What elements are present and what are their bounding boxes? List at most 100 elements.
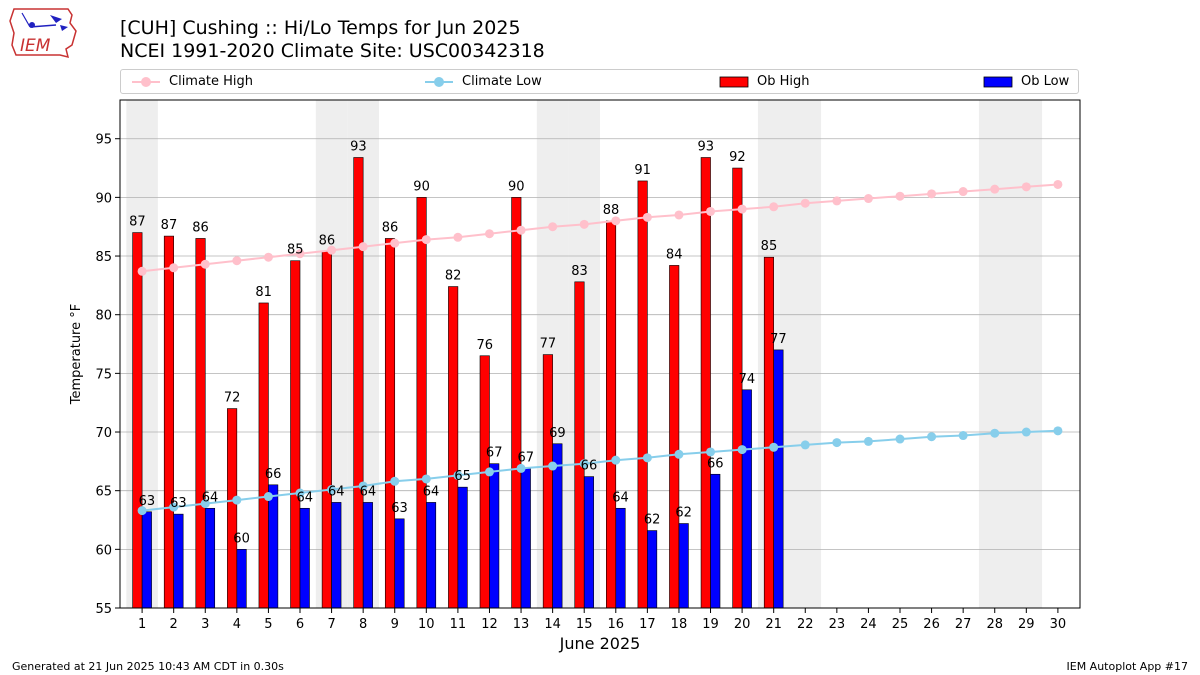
- legend-climate-high-label: Climate High: [169, 74, 254, 89]
- ob-low-bar: [204, 507, 216, 609]
- ob-low-value-label: 64: [612, 490, 629, 505]
- x-tick-label: 12: [481, 617, 498, 632]
- ob-high-bar: [637, 180, 648, 609]
- legend-climate-high: Climate High: [131, 74, 253, 89]
- climate-high-point: [769, 202, 779, 212]
- ob-high-bar: [732, 167, 743, 609]
- ob-high-value-label: 72: [224, 391, 241, 406]
- ob-low-value-label: 77: [770, 332, 787, 347]
- ob-low-bar: [741, 389, 752, 609]
- ob-high-bar: [511, 197, 522, 609]
- climate-high-point: [990, 184, 1000, 194]
- climate-high-point: [832, 196, 842, 206]
- climate-high-line: [141, 183, 1058, 273]
- ob-low-value-label: 66: [265, 467, 282, 482]
- ob-low-bar: [141, 511, 152, 609]
- ob-high-value-label: 85: [287, 243, 304, 258]
- climate-high-point: [1053, 179, 1063, 189]
- y-tick-label: 55: [95, 602, 112, 617]
- x-tick-label: 13: [513, 617, 530, 632]
- ob-low-value-label: 62: [644, 513, 661, 528]
- climate-high-point: [642, 212, 652, 222]
- ob-low-bar: [331, 502, 342, 609]
- ob-low-value-label: 67: [518, 450, 535, 465]
- climate-low-point: [516, 463, 526, 473]
- climate-low-point: [958, 431, 968, 441]
- ob-high-value-label: 82: [445, 269, 462, 284]
- climate-low-point: [295, 488, 305, 498]
- x-tick-label: 21: [765, 617, 782, 632]
- ob-low-bar: [710, 473, 721, 609]
- ob-high-value-label: 86: [382, 220, 399, 235]
- climate-low-point: [327, 485, 337, 495]
- ob-high-bar: [763, 256, 774, 609]
- iem-logo: IEM: [8, 5, 80, 59]
- y-tick-label: 90: [95, 191, 112, 206]
- x-tick-label: 19: [702, 617, 719, 632]
- legend-ob-low-label: Ob Low: [1021, 74, 1070, 89]
- x-tick-label: 16: [608, 617, 625, 632]
- x-tick-label: 7: [327, 617, 335, 632]
- climate-high-point: [548, 222, 558, 232]
- ob-low-bar: [173, 513, 184, 609]
- ob-high-value-label: 84: [666, 247, 683, 262]
- chart-subtitle: NCEI 1991-2020 Climate Site: USC00342318: [120, 40, 545, 62]
- legend-climate-low: Climate Low: [424, 74, 542, 89]
- ob-high-bar: [132, 232, 143, 609]
- x-tick-label: 4: [233, 617, 241, 632]
- climate-low-point: [863, 436, 873, 446]
- climate-high-point: [516, 225, 526, 235]
- ob-low-value-label: 67: [486, 446, 503, 461]
- legend-climate-low-label: Climate Low: [462, 74, 542, 89]
- ob-low-value-label: 62: [675, 506, 692, 521]
- legend-ob-high-label: Ob High: [757, 74, 810, 89]
- climate-high-point: [232, 256, 242, 266]
- climate-high-point: [611, 216, 621, 226]
- ob-high-value-label: 88: [603, 203, 620, 218]
- climate-high-point: [263, 252, 273, 262]
- ob-low-value-label: 64: [423, 484, 440, 499]
- ob-high-bar: [448, 286, 459, 609]
- ob-high-value-label: 86: [319, 233, 336, 248]
- climate-high-point: [579, 219, 589, 229]
- y-tick-label: 95: [95, 133, 112, 148]
- climate-low-point: [800, 440, 810, 450]
- ob-high-bar: [479, 355, 490, 609]
- ob-low-value-label: 63: [170, 496, 187, 511]
- x-tick-label: 11: [450, 617, 467, 632]
- ob-high-bar: [227, 408, 238, 609]
- climate-low-point: [169, 502, 179, 512]
- climate-low-point: [263, 492, 273, 502]
- ob-low-bar: [299, 507, 310, 609]
- climate-high-point: [421, 235, 431, 245]
- ob-low-bar: [520, 468, 531, 609]
- climate-low-point: [421, 474, 431, 484]
- y-axis-label: Temperature °F: [69, 304, 84, 405]
- climate-low-point: [548, 461, 558, 471]
- climate-high-point: [895, 191, 905, 201]
- x-tick-label: 26: [923, 617, 940, 632]
- ob-high-value-label: 91: [634, 163, 651, 178]
- ob-high-value-label: 77: [540, 337, 557, 352]
- ob-high-bar: [606, 220, 617, 609]
- ob-low-value-label: 69: [549, 426, 566, 441]
- climate-low-line: [141, 429, 1058, 512]
- ob-low-bar: [489, 463, 500, 609]
- ob-high-value-label: 90: [413, 179, 430, 194]
- x-tick-label: 9: [391, 617, 399, 632]
- climate-high-point: [737, 204, 747, 214]
- x-tick-label: 22: [797, 617, 814, 632]
- climate-high-point: [390, 238, 400, 248]
- climate-high-point: [863, 194, 873, 204]
- x-tick-label: 15: [576, 617, 593, 632]
- ob-high-value-label: 83: [571, 264, 588, 279]
- x-tick-label: 20: [734, 617, 751, 632]
- x-tick-label: 14: [544, 617, 561, 632]
- x-tick-label: 1: [138, 617, 146, 632]
- climate-low-point: [137, 506, 147, 516]
- ob-low-value-label: 65: [454, 469, 471, 484]
- ob-high-value-label: 93: [350, 139, 367, 154]
- ob-low-bar: [268, 484, 279, 609]
- ob-high-value-label: 81: [255, 285, 272, 300]
